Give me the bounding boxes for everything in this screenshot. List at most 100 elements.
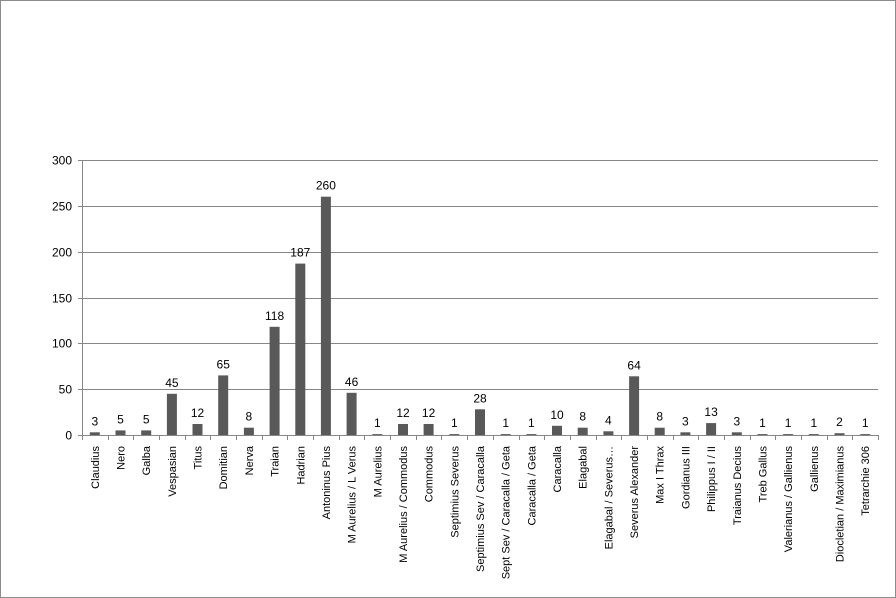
bar	[320, 196, 331, 435]
data-label: 3	[91, 414, 98, 428]
x-tick-label: Caracalla / Geta	[526, 445, 538, 525]
bar	[757, 434, 768, 435]
bar	[475, 409, 485, 435]
bar	[680, 432, 691, 436]
data-label: 28	[473, 391, 487, 405]
data-label: 1	[759, 416, 766, 430]
x-tick-label: M Aurelius / Commodus	[398, 446, 410, 563]
x-tick-label: Sept Sev / Caracalla / Geta	[501, 445, 513, 579]
bar	[603, 431, 614, 435]
x-tick-label: Gallienus	[809, 446, 821, 492]
bar	[192, 424, 203, 435]
x-tick-label: Elagabal / Severus…	[603, 446, 615, 549]
x-tick-label: Caracalla	[552, 445, 564, 492]
y-tick-label: 100	[52, 337, 72, 351]
x-tick-label: Elagabal	[578, 446, 590, 489]
x-tick-label: Treb Gallus	[758, 446, 770, 503]
y-tick-label: 300	[52, 154, 72, 168]
bar	[243, 427, 254, 435]
x-tick-label: Gordianus III	[680, 446, 692, 509]
y-tick-label: 250	[52, 200, 72, 214]
data-label: 1	[862, 416, 869, 430]
data-label: 5	[143, 412, 150, 426]
y-axis: 0 50 100 150 200 250 300	[52, 154, 83, 443]
bar	[552, 425, 562, 435]
bar	[834, 433, 845, 435]
data-label: 3	[682, 414, 689, 428]
data-label: 260	[316, 179, 336, 193]
bar	[731, 432, 742, 436]
data-label: 8	[579, 410, 586, 424]
data-label: 65	[217, 357, 231, 371]
x-tick-label: Valerianus / Gallienus	[783, 446, 795, 553]
x-tick-label: Hadrian	[295, 446, 307, 485]
x-tick-label: Domitian	[218, 446, 230, 489]
x-tick-label: Traian	[270, 446, 282, 477]
data-label: 1	[528, 416, 535, 430]
x-tick-label: Traianus Decius	[732, 446, 744, 526]
x-tick-label: Claudius	[90, 446, 102, 489]
bar	[500, 434, 511, 435]
bar	[526, 434, 537, 435]
y-tick-label: 0	[65, 429, 72, 443]
data-label: 4	[605, 413, 612, 427]
data-label: 12	[396, 406, 410, 420]
bar	[860, 434, 871, 435]
data-label: 1	[810, 416, 817, 430]
bar	[346, 392, 357, 435]
x-tick-label: Galba	[141, 445, 153, 475]
bar	[141, 430, 152, 435]
data-label: 45	[165, 376, 179, 390]
x-tick-label: Septimius Severus	[449, 446, 461, 538]
data-label: 118	[265, 309, 284, 323]
bar	[269, 326, 280, 435]
bar	[218, 375, 229, 435]
x-tick-label: Nerva	[244, 445, 256, 475]
y-tick-label: 200	[52, 246, 72, 260]
x-tick-label: Nero	[116, 446, 128, 470]
x-tick-label: Severus Alexander	[629, 446, 641, 539]
x-tick-label: M Aurelius / L Verus	[347, 446, 359, 544]
bar	[423, 424, 434, 435]
data-label: 8	[246, 410, 253, 424]
y-tick-label: 150	[52, 292, 72, 306]
x-tick-label: Philippus I / II	[706, 446, 718, 512]
data-label: 1	[502, 416, 509, 430]
x-tick-label: Diocletian / Maximianus	[835, 446, 847, 563]
data-label: 1	[785, 416, 792, 430]
y-tick-label: 50	[59, 383, 73, 397]
data-label: 10	[550, 408, 564, 422]
bar	[295, 263, 306, 435]
x-tick-label: Vespasian	[167, 446, 179, 497]
bar	[808, 434, 819, 435]
data-label: 3	[733, 414, 740, 428]
bar	[654, 427, 665, 435]
data-label: 1	[374, 416, 381, 430]
x-tick-label: Max I Thrax	[655, 446, 667, 504]
bar	[372, 434, 383, 435]
bar	[783, 434, 794, 435]
bar	[166, 393, 177, 436]
bar	[115, 430, 126, 435]
data-label: 187	[290, 246, 310, 260]
bar	[706, 423, 717, 435]
x-tick-label: Commodus	[424, 446, 436, 503]
data-label: 64	[627, 358, 641, 372]
bar	[629, 376, 640, 435]
data-label: 2	[836, 415, 843, 429]
data-label: 12	[191, 406, 205, 420]
bar	[577, 427, 588, 435]
data-label: 12	[422, 406, 436, 420]
data-label: 1	[451, 416, 458, 430]
gridlines	[82, 160, 878, 390]
x-tick-label: M Aurelius	[372, 446, 384, 498]
bar	[449, 434, 460, 435]
data-label: 5	[117, 412, 124, 426]
x-tick-label: Titus	[193, 446, 205, 470]
x-tick-label: Septimius Sev / Caracalla	[475, 445, 487, 572]
bar	[398, 424, 408, 435]
x-tick-label: Tetrarchie 306	[860, 446, 872, 516]
